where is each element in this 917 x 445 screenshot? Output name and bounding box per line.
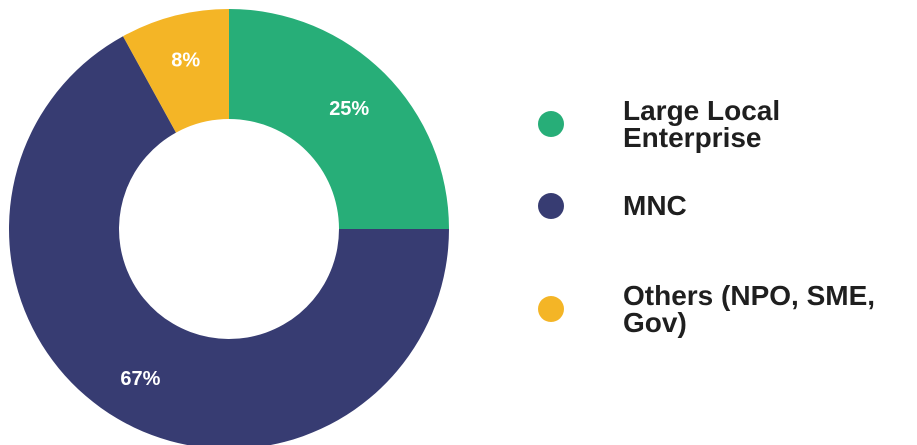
legend-swatch-mnc bbox=[538, 192, 564, 219]
legend-item-mnc: MNC bbox=[538, 190, 687, 221]
legend-swatch-others bbox=[538, 296, 564, 322]
legend: Large Local Enterprise MNC Others (NPO, … bbox=[538, 0, 917, 445]
legend-label-others: Others (NPO, SME, Gov) bbox=[623, 280, 876, 338]
slice-large-local-enterprise bbox=[229, 9, 449, 229]
legend-swatch-large-local-enterprise bbox=[538, 111, 564, 137]
donut-svg: 25% 67% 8% bbox=[9, 8, 449, 445]
slice-label-large-local-enterprise: 25% bbox=[329, 98, 369, 120]
legend-label-large-local-enterprise: Large Local Enterprise bbox=[623, 95, 781, 153]
slice-others bbox=[123, 8, 229, 133]
slice-label-others: 8% bbox=[171, 49, 200, 71]
legend-label-mnc: MNC bbox=[623, 190, 687, 221]
slice-mnc bbox=[9, 36, 449, 445]
legend-item-others: Others (NPO, SME, Gov) bbox=[538, 280, 913, 338]
legend-item-large-local-enterprise: Large Local Enterprise bbox=[538, 95, 823, 153]
slice-label-mnc: 67% bbox=[120, 368, 160, 390]
